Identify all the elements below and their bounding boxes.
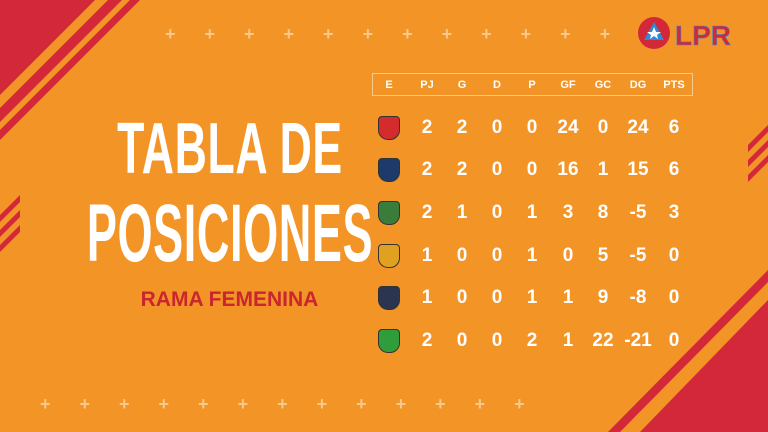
cell-d: 0 bbox=[491, 330, 503, 351]
cell-gc: 1 bbox=[597, 159, 609, 180]
column-header-dg: DG bbox=[629, 79, 647, 91]
cell-g: 0 bbox=[456, 287, 468, 308]
cell-dg: 24 bbox=[627, 117, 649, 138]
cell-d: 0 bbox=[491, 287, 503, 308]
cell-pts: 0 bbox=[668, 330, 680, 351]
column-header-p: P bbox=[528, 79, 536, 91]
team-crest-1-icon bbox=[378, 116, 400, 140]
cell-pj: 2 bbox=[421, 117, 433, 138]
column-header-gf: GF bbox=[560, 79, 576, 91]
cell-pj: 1 bbox=[421, 245, 433, 266]
team-crest-elite-icon bbox=[378, 286, 400, 310]
cell-g: 2 bbox=[456, 117, 468, 138]
cell-pj: 2 bbox=[421, 159, 433, 180]
cell-p: 1 bbox=[526, 287, 538, 308]
cell-gc: 0 bbox=[597, 117, 609, 138]
cell-dg: -21 bbox=[624, 330, 652, 351]
column-header-g: G bbox=[457, 79, 467, 91]
cell-g: 0 bbox=[456, 245, 468, 266]
cell-gc: 8 bbox=[597, 202, 609, 223]
cell-pts: 0 bbox=[668, 245, 680, 266]
column-header-e: E bbox=[385, 79, 393, 91]
cell-dg: -5 bbox=[629, 202, 647, 223]
cell-pj: 2 bbox=[421, 330, 433, 351]
cell-pj: 1 bbox=[421, 287, 433, 308]
team-crest-surf-icon bbox=[378, 158, 400, 182]
cell-dg: -8 bbox=[629, 287, 647, 308]
cell-g: 2 bbox=[456, 159, 468, 180]
cell-p: 2 bbox=[526, 330, 538, 351]
team-crest-4-icon bbox=[378, 244, 400, 268]
cell-gf: 16 bbox=[557, 159, 579, 180]
cell-pts: 0 bbox=[668, 287, 680, 308]
cell-d: 0 bbox=[491, 117, 503, 138]
title-line-1: TABLA DE bbox=[117, 109, 343, 189]
cell-gf: 3 bbox=[562, 202, 574, 223]
cell-g: 0 bbox=[456, 330, 468, 351]
cell-d: 0 bbox=[491, 245, 503, 266]
cell-pj: 2 bbox=[421, 202, 433, 223]
cell-g: 1 bbox=[456, 202, 468, 223]
plus-decoration-bottom: + + + + + + + + + + + + + bbox=[40, 394, 537, 414]
cell-gf: 0 bbox=[562, 245, 574, 266]
team-crest-6-icon bbox=[378, 329, 400, 353]
svg-text:LPR: LPR bbox=[675, 20, 731, 51]
cell-gf: 1 bbox=[562, 287, 574, 308]
cell-p: 0 bbox=[526, 159, 538, 180]
column-header-pj: PJ bbox=[420, 79, 434, 91]
cell-gc: 22 bbox=[592, 330, 614, 351]
subtitle: RAMA FEMENINA bbox=[140, 288, 319, 311]
cell-pts: 6 bbox=[668, 117, 680, 138]
cell-d: 0 bbox=[491, 202, 503, 223]
cell-d: 0 bbox=[491, 159, 503, 180]
cell-gf: 1 bbox=[562, 330, 574, 351]
cell-gc: 5 bbox=[597, 245, 609, 266]
title-line-2: POSICIONES bbox=[86, 188, 374, 279]
plus-decoration-top: + + + + + + + + + + + + bbox=[165, 24, 623, 44]
cell-gf: 24 bbox=[557, 117, 579, 138]
column-header-d: D bbox=[493, 79, 501, 91]
cell-dg: -5 bbox=[629, 245, 647, 266]
cell-pts: 3 bbox=[668, 202, 680, 223]
column-header-pts: PTS bbox=[663, 79, 685, 91]
cell-p: 0 bbox=[526, 117, 538, 138]
cell-dg: 15 bbox=[627, 159, 649, 180]
lpr-logo: LPR bbox=[638, 17, 731, 51]
cell-gc: 9 bbox=[597, 287, 609, 308]
team-crest-3-icon bbox=[378, 201, 400, 225]
column-header-gc: GC bbox=[594, 79, 612, 91]
cell-p: 1 bbox=[526, 202, 538, 223]
cell-pts: 6 bbox=[668, 159, 680, 180]
cell-p: 1 bbox=[526, 245, 538, 266]
table-header bbox=[372, 73, 693, 96]
